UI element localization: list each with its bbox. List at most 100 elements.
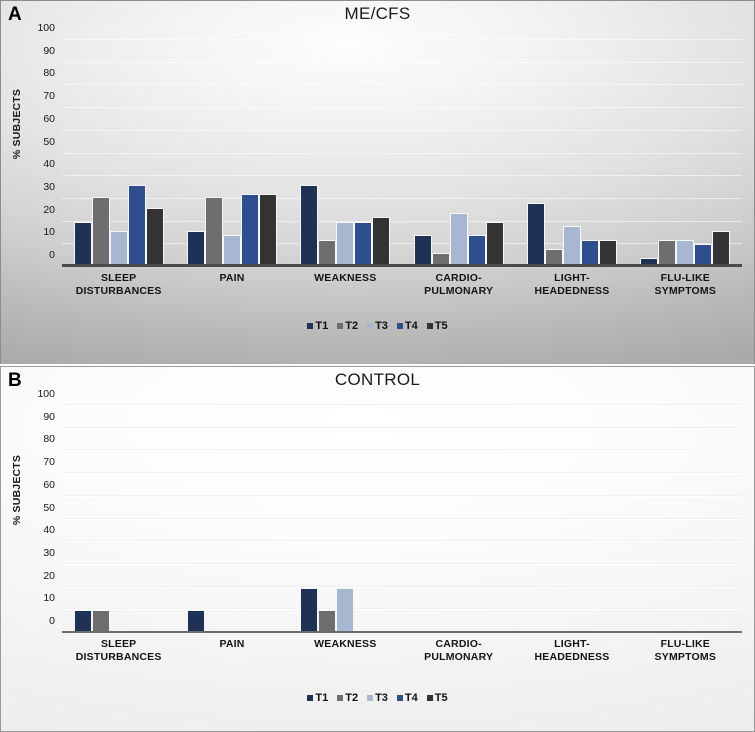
legend-swatch-icon xyxy=(426,323,433,329)
y-axis-tick-label: 70 xyxy=(43,456,55,469)
legend-swatch-icon xyxy=(307,323,314,329)
bar-t1 xyxy=(640,257,659,267)
panel-b-control: B CONTROL % SUBJECTS 100 90 80 70 60 50 40 30 20… xyxy=(0,366,755,732)
bar-t3 xyxy=(562,226,581,267)
bar-t2 xyxy=(318,610,337,633)
bar-t1 xyxy=(73,610,92,633)
panel-a-category-labels: SLEEP DISTURBANCES PAIN WEAKNESS CARDIO- PULM… xyxy=(62,272,742,298)
legend-swatch-icon xyxy=(337,695,344,701)
bar-slot xyxy=(372,406,390,633)
legend-item-t2: T2 xyxy=(337,320,358,332)
legend-label: T1 xyxy=(315,692,329,704)
bar-slot xyxy=(414,406,432,633)
bar-slot xyxy=(468,406,486,633)
bar-group xyxy=(515,406,628,633)
bar-t3 xyxy=(676,239,695,267)
legend-item-t3: T3 xyxy=(367,320,388,332)
bar-slot xyxy=(110,406,128,633)
y-axis-tick-label: 20 xyxy=(43,203,55,216)
y-axis-tick-label: 0 xyxy=(49,249,55,261)
bar-slot xyxy=(562,40,581,267)
bar-t5 xyxy=(485,221,504,267)
bar-slot xyxy=(658,406,676,633)
bar-t1 xyxy=(413,235,432,267)
bar-t5 xyxy=(598,239,617,267)
bar-t3 xyxy=(336,587,355,633)
legend-label: T1 xyxy=(315,320,329,332)
y-axis-tick-label: 100 xyxy=(37,388,55,400)
bar-slot xyxy=(318,40,337,267)
panel-a-plot-area: 100 90 80 70 60 50 40 30 20 10 0 xyxy=(37,22,742,267)
gridline xyxy=(62,107,742,109)
bar-group xyxy=(402,406,515,633)
bar-slot xyxy=(599,406,617,633)
bar-slot xyxy=(205,406,223,633)
y-axis-tick-label: 90 xyxy=(43,44,55,57)
gridline xyxy=(62,585,742,588)
panel-a-x-axis-line xyxy=(62,264,742,267)
bar-slot xyxy=(372,40,391,267)
bar-slot xyxy=(300,40,319,267)
bar-slot xyxy=(145,40,164,267)
legend-label: T2 xyxy=(345,320,359,332)
y-axis-tick-label: 0 xyxy=(49,615,55,627)
bar-slot xyxy=(204,40,223,267)
gridline xyxy=(62,608,742,611)
legend-item-t5: T5 xyxy=(426,692,448,704)
category-label: PAIN xyxy=(219,272,245,284)
legend-item-t4: T4 xyxy=(396,692,418,704)
category-label: WEAKNESS xyxy=(314,638,377,650)
bar-slot xyxy=(598,40,617,267)
bar-slot xyxy=(300,406,319,633)
bar-slot xyxy=(712,40,731,267)
bar-slot xyxy=(712,406,730,633)
bar-slot xyxy=(73,40,92,267)
gridline xyxy=(62,61,742,63)
bar-group xyxy=(175,40,288,267)
y-axis-tick-label: 30 xyxy=(43,546,55,559)
bar-group xyxy=(289,406,402,633)
bar-slot xyxy=(73,406,92,633)
bar-slot xyxy=(545,406,563,633)
bar-group xyxy=(175,406,288,633)
legend-label: T3 xyxy=(375,692,388,704)
legend-swatch-icon xyxy=(367,323,374,329)
bar-t1 xyxy=(73,221,92,267)
y-axis-tick-label: 100 xyxy=(37,22,55,34)
bar-slot xyxy=(109,40,128,267)
gridline xyxy=(62,129,742,131)
bar-t1 xyxy=(186,610,205,633)
bar-t5 xyxy=(372,217,391,267)
bar-slot xyxy=(640,406,658,633)
bar-t3 xyxy=(336,221,355,267)
bar-slot xyxy=(450,406,468,633)
category-label: LIGHT- HEADEDNESS xyxy=(534,638,610,663)
bar-t3 xyxy=(222,235,241,267)
bar-t4 xyxy=(354,221,373,267)
bar-slot xyxy=(336,40,355,267)
bar-slot xyxy=(544,40,563,267)
y-axis-tick-label: 60 xyxy=(43,112,55,125)
bar-t2 xyxy=(658,239,677,267)
bar-slot xyxy=(563,406,581,633)
bar-slot xyxy=(694,40,713,267)
legend-label: T4 xyxy=(404,692,418,704)
legend-item-t2: T2 xyxy=(337,692,358,704)
legend-swatch-icon xyxy=(367,695,374,701)
bar-slot xyxy=(676,40,695,267)
bar-t1 xyxy=(186,230,205,267)
bar-slot xyxy=(467,40,486,267)
bar-slot xyxy=(186,40,205,267)
category-label: FLU-LIKE SYMPTOMS xyxy=(654,638,717,663)
bar-slot xyxy=(146,406,164,633)
y-axis-tick-label: 50 xyxy=(43,135,55,148)
bar-t2 xyxy=(431,253,450,267)
panel-a-bar-groups xyxy=(62,40,742,267)
bar-slot xyxy=(658,40,677,267)
y-axis-tick-label: 20 xyxy=(43,569,55,582)
category-label: CARDIO- PULMONARY xyxy=(424,638,494,663)
gridline xyxy=(62,220,742,222)
legend-label: T5 xyxy=(434,320,448,332)
y-axis-tick-label: 30 xyxy=(43,180,55,193)
